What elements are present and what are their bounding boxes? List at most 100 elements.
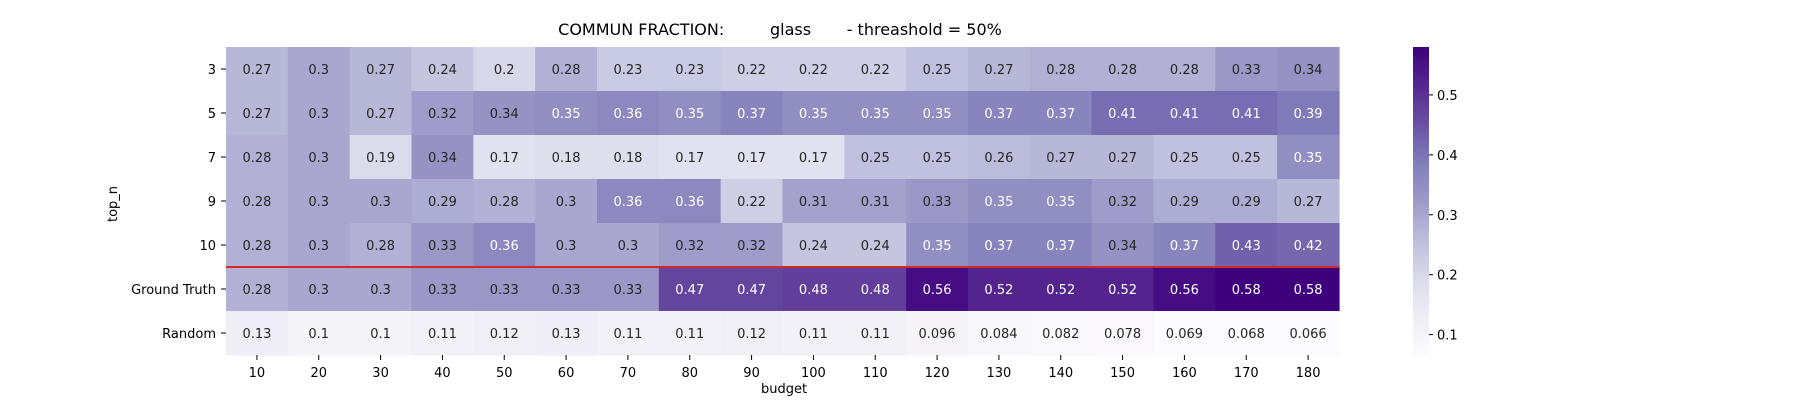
cell-value-label: 0.37 — [984, 107, 1013, 122]
heatmap-cell — [782, 47, 845, 92]
cell-value-label: 0.3 — [556, 195, 577, 210]
cell-value-label: 0.3 — [556, 239, 577, 254]
cell-value-label: 0.34 — [1108, 239, 1137, 254]
cell-value-label: 0.11 — [428, 327, 457, 342]
heatmap-cell — [720, 135, 784, 180]
cell-value-label: 0.1 — [308, 327, 329, 342]
heatmap-cell — [1153, 223, 1216, 268]
heatmap-cell — [906, 179, 969, 224]
heatmap-cell — [1277, 91, 1340, 136]
heatmap-cell — [349, 91, 413, 136]
cell-value-label: 0.33 — [613, 283, 642, 298]
heatmap-cell — [1029, 91, 1093, 136]
cell-value-label: 0.27 — [366, 63, 395, 78]
heatmap-cell — [287, 135, 351, 180]
heatmap-cell — [1029, 179, 1093, 224]
heatmap-cell — [906, 223, 969, 268]
heatmap-cell — [1277, 179, 1340, 224]
cell-value-label: 0.3 — [618, 239, 639, 254]
heatmap-cell — [906, 311, 969, 356]
cell-value-label: 0.28 — [490, 195, 519, 210]
cell-value-label: 0.43 — [1232, 239, 1261, 254]
y-tick-label: Ground Truth — [131, 283, 216, 298]
heatmap-cell — [349, 47, 413, 92]
heatmap-cell — [782, 135, 845, 180]
x-tick-label: 120 — [925, 366, 950, 381]
heatmap-cell — [658, 91, 722, 136]
heatmap-cell — [596, 91, 660, 136]
cell-value-label: 0.29 — [1170, 195, 1199, 210]
heatmap-cell — [473, 91, 536, 136]
heatmap-cell — [1091, 267, 1155, 312]
cell-value-label: 0.22 — [799, 63, 828, 78]
y-axis: 3 5 7 9 10 Ground Truth Random — [131, 63, 226, 342]
heatmap-cell — [844, 311, 907, 356]
cell-value-label: 0.24 — [799, 239, 828, 254]
x-tick-label: 100 — [801, 366, 826, 381]
cell-value-label: 0.18 — [613, 151, 642, 166]
heatmap-cell — [287, 47, 351, 92]
heatmap-cell — [226, 311, 289, 356]
cell-value-label: 0.29 — [428, 195, 457, 210]
x-tick-label: 80 — [681, 366, 698, 381]
cell-value-label: 0.23 — [675, 63, 704, 78]
cell-value-label: 0.52 — [984, 283, 1013, 298]
heatmap-cell — [782, 311, 845, 356]
cell-value-label: 0.35 — [1046, 195, 1075, 210]
cell-value-label: 0.33 — [552, 283, 581, 298]
heatmap-cell — [844, 179, 907, 224]
heatmap-cell — [720, 223, 784, 268]
heatmap-cell — [1277, 223, 1340, 268]
cell-value-label: 0.25 — [1170, 151, 1199, 166]
cell-value-label: 0.3 — [308, 239, 329, 254]
heatmap-cell — [226, 179, 289, 224]
heatmap-cell — [349, 179, 413, 224]
heatmap-cell — [411, 91, 474, 136]
heatmap-cell — [782, 267, 845, 312]
cell-value-label: 0.27 — [984, 63, 1013, 78]
colorbar-tick-label: 0.5 — [1437, 89, 1458, 104]
heatmap-cell — [349, 223, 413, 268]
heatmap-cell — [658, 179, 722, 224]
heatmap-cell — [596, 135, 660, 180]
colorbar-tick-label: 0.4 — [1437, 149, 1458, 164]
cell-value-label: 0.27 — [242, 107, 271, 122]
cell-value-label: 0.3 — [308, 63, 329, 78]
colorbar-gradient — [1413, 47, 1429, 355]
cell-value-label: 0.35 — [1294, 151, 1323, 166]
cell-value-label: 0.23 — [613, 63, 642, 78]
x-tick-label: 90 — [743, 366, 760, 381]
heatmap-cell — [287, 223, 351, 268]
x-tick-label: 180 — [1296, 366, 1321, 381]
cell-value-label: 0.35 — [923, 107, 952, 122]
heatmap-cell-labels: 0.27 0.3 0.27 0.24 0.2 0.28 0.23 0.23 0.22 0.22 0.… — [242, 63, 1326, 342]
x-tick-label: 30 — [372, 366, 389, 381]
heatmap-cell — [1153, 311, 1216, 356]
heatmap-cell — [1215, 91, 1278, 136]
cell-value-label: 0.36 — [613, 107, 642, 122]
cell-value-label: 0.27 — [242, 63, 271, 78]
y-tick-label: 5 — [208, 107, 216, 122]
cell-value-label: 0.084 — [980, 327, 1017, 342]
heatmap-cell — [226, 223, 289, 268]
heatmap-cell — [1091, 47, 1155, 92]
heatmap-cell — [720, 311, 784, 356]
cell-value-label: 0.24 — [861, 239, 890, 254]
cell-value-label: 0.11 — [799, 327, 828, 342]
y-tick-label: 3 — [208, 63, 216, 78]
cell-value-label: 0.33 — [490, 283, 519, 298]
cell-value-label: 0.27 — [1108, 151, 1137, 166]
cell-value-label: 0.58 — [1294, 283, 1323, 298]
cell-value-label: 0.27 — [366, 107, 395, 122]
heatmap-cell — [906, 135, 969, 180]
heatmap-cell — [967, 267, 1031, 312]
x-tick-label: 140 — [1048, 366, 1073, 381]
heatmap-cell — [411, 267, 474, 312]
heatmap-cell — [658, 47, 722, 92]
cell-value-label: 0.34 — [428, 151, 457, 166]
cell-value-label: 0.41 — [1108, 107, 1137, 122]
heatmap-cell — [1215, 311, 1278, 356]
heatmap-cell — [1153, 91, 1216, 136]
